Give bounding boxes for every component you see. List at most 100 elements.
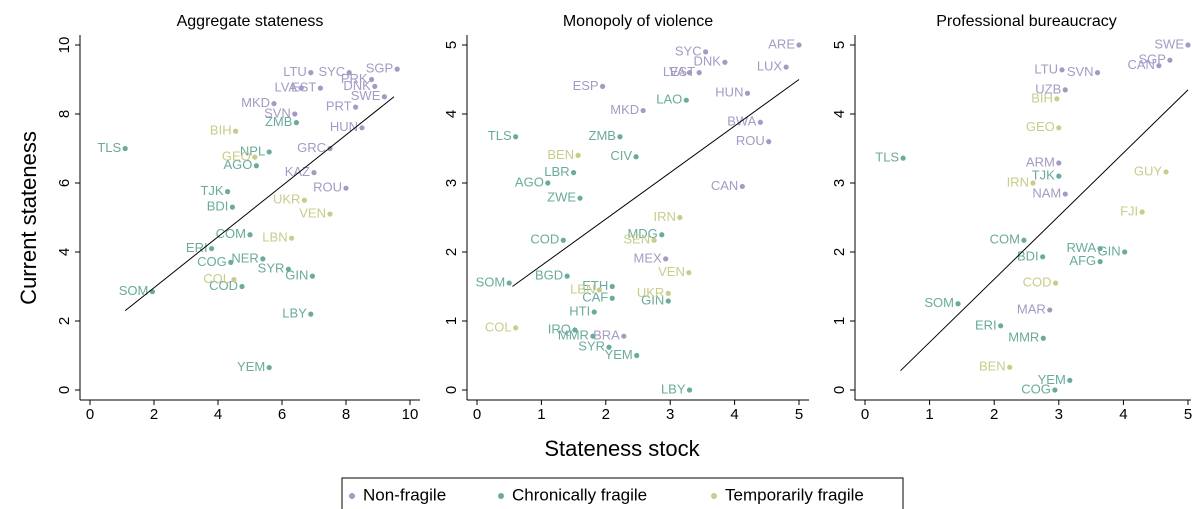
point-label: RWA (1067, 240, 1097, 255)
x-tick-label: 3 (666, 406, 674, 423)
point-label: SWE (1154, 36, 1184, 51)
point (686, 70, 693, 76)
point-label: CAN (711, 178, 738, 193)
point-label: ERI (975, 317, 997, 332)
point (285, 266, 291, 272)
point (1056, 160, 1062, 166)
point (617, 134, 623, 140)
legend-marker (349, 493, 355, 499)
panel-title: Monopoly of violence (563, 13, 713, 30)
point-label: BRA (593, 328, 620, 343)
x-tick-label: 5 (795, 406, 803, 423)
y-tick-label: 2 (56, 317, 73, 325)
point (346, 70, 352, 76)
point-label: HUN (715, 85, 743, 100)
point-label: COG (197, 254, 227, 269)
point-label: NER (231, 250, 258, 265)
point-label: GRC (297, 140, 326, 155)
y-tick-label: 0 (443, 386, 460, 394)
point-label: UZB (1035, 81, 1061, 96)
point (577, 195, 583, 201)
point-label: ZMB (589, 128, 616, 143)
point-label: ROU (736, 133, 765, 148)
point-label: ERI (186, 240, 208, 255)
point (1021, 237, 1027, 243)
point (591, 309, 597, 315)
point-label: LUX (757, 59, 783, 74)
y-tick-label: 5 (831, 41, 848, 49)
point (560, 237, 566, 243)
x-tick-label: 2 (150, 406, 158, 423)
point-label: LAO (656, 92, 682, 107)
panel-title: Aggregate stateness (177, 13, 324, 30)
point-label: VEN (658, 264, 685, 279)
point-label: SWE (351, 88, 381, 103)
point (633, 154, 639, 160)
point (359, 125, 365, 131)
point (309, 273, 315, 279)
point-label: IRQ (548, 321, 571, 336)
point-label: SVN (264, 105, 291, 120)
point-label: IRN (653, 209, 675, 224)
point (289, 235, 295, 241)
point (663, 256, 669, 262)
point-label: TJK (200, 183, 223, 198)
legend-box (341, 477, 904, 509)
point-label: ESP (573, 78, 599, 93)
y-tick-label: 2 (443, 248, 460, 256)
point (998, 323, 1004, 329)
point (564, 273, 570, 279)
point-label: LBY (282, 306, 307, 321)
point (1007, 364, 1013, 370)
point (298, 85, 304, 91)
point-label: FJI (1120, 203, 1138, 218)
point-label: BDI (207, 199, 229, 214)
point-label: YEM (237, 359, 265, 374)
point (1062, 191, 1068, 197)
point-label: TJK (1032, 168, 1055, 183)
panel-title: Professional bureaucracy (936, 13, 1117, 30)
point (369, 76, 375, 83)
point (209, 245, 215, 252)
point (575, 152, 581, 158)
point (292, 111, 298, 117)
y-tick-label: 3 (443, 179, 460, 187)
point-label: COG (1021, 381, 1051, 396)
point-label: BGD (535, 268, 563, 283)
point (1030, 180, 1036, 186)
point (293, 120, 299, 126)
point (659, 232, 665, 238)
y-tick-label: 4 (443, 110, 460, 118)
point-label: LVA (663, 64, 686, 79)
point-label: SYR (258, 261, 285, 276)
point (606, 344, 612, 350)
y-tick-label: 2 (831, 248, 848, 256)
point (1067, 377, 1073, 383)
point-label: ARM (1026, 154, 1055, 169)
y-tick-label: 3 (831, 179, 848, 187)
point (381, 94, 387, 100)
point-label: MEX (634, 250, 663, 265)
y-tick-label: 0 (831, 386, 848, 394)
point-label: LBY (661, 381, 686, 396)
x-tick-label: 4 (730, 406, 738, 423)
point (1056, 173, 1062, 179)
point-label: ROU (313, 180, 342, 195)
x-tick-label: 0 (861, 406, 869, 423)
point-label: NPL (240, 143, 265, 158)
point-label: HUN (330, 119, 358, 134)
point-label: VEN (299, 205, 326, 220)
point-label: GEO (1026, 119, 1055, 134)
x-tick-label: 0 (86, 406, 94, 423)
point (394, 66, 400, 72)
point-label: ARE (768, 36, 795, 51)
x-tick-label: 2 (602, 406, 610, 423)
fit-line (512, 79, 800, 287)
point (1047, 307, 1053, 313)
y-tick-label: 10 (56, 37, 73, 54)
point (1167, 57, 1173, 63)
point (640, 107, 646, 114)
y-tick-label: 0 (56, 386, 73, 394)
legend-label: Non-fragile (363, 485, 446, 504)
